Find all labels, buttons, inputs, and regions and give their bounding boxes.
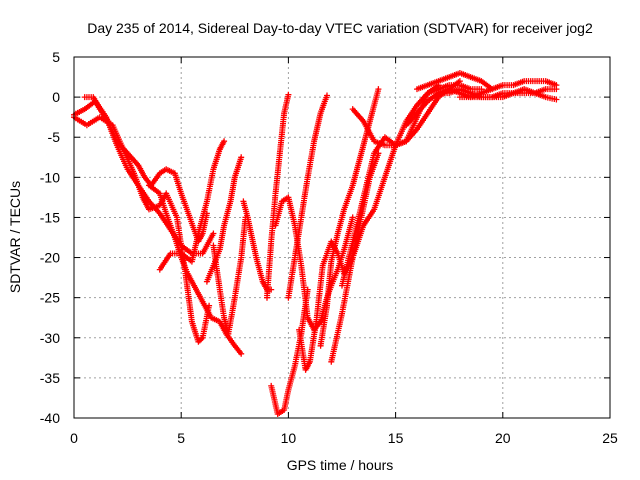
- series-markers: [240, 198, 275, 293]
- series-markers: [210, 214, 249, 337]
- x-tick-label: 25: [602, 430, 618, 446]
- x-tick-labels: 0 5 10 15 20 25: [70, 430, 618, 446]
- series-markers: [456, 86, 560, 101]
- y-tick-label: 0: [52, 89, 60, 105]
- series-arc14: [317, 86, 382, 349]
- x-tick-label: 15: [388, 430, 404, 446]
- series-arc13: [285, 92, 330, 301]
- plot-frame: [73, 56, 611, 419]
- x-tick-label: 10: [281, 430, 297, 446]
- axis-ticks: [73, 56, 611, 419]
- x-tick-label: 5: [177, 430, 185, 446]
- y-tick-label: -10: [40, 169, 60, 185]
- series-arc4: [146, 182, 245, 357]
- y-tick-label: -25: [40, 290, 60, 306]
- y-axis-label: SDTVAR / TECUs: [7, 181, 23, 293]
- series-arc7: [203, 154, 245, 285]
- x-axis-label: GPS time / hours: [287, 457, 394, 473]
- y-tick-label: -30: [40, 330, 60, 346]
- y-tick-labels: 5 0 -5 -10 -15 -20 -25 -30 -35 -40: [40, 49, 60, 426]
- series-markers: [296, 150, 382, 373]
- series-markers: [328, 82, 485, 365]
- series-markers: [203, 154, 245, 285]
- series-arc6: [210, 214, 249, 337]
- series-arc15: [328, 82, 485, 365]
- series-markers: [414, 70, 560, 93]
- series-markers: [146, 182, 245, 357]
- x-tick-label: 0: [70, 430, 78, 446]
- series-arc8: [240, 198, 275, 293]
- series-arc9: [264, 91, 292, 301]
- y-tick-label: -40: [40, 410, 60, 426]
- series-arc5: [156, 138, 228, 273]
- series-markers: [264, 91, 292, 301]
- y-tick-label: -5: [48, 129, 61, 145]
- data-series-group: [71, 70, 560, 417]
- y-tick-label: -15: [40, 209, 60, 225]
- series-arc12: [296, 150, 382, 373]
- y-tick-label: -20: [40, 250, 60, 266]
- x-tick-label: 20: [495, 430, 511, 446]
- y-tick-label: 5: [52, 49, 60, 65]
- series-markers: [285, 92, 330, 301]
- series-arc19: [414, 70, 560, 93]
- y-tick-label: -35: [40, 370, 60, 386]
- grid-lines: [74, 57, 610, 418]
- chart-title: Day 235 of 2014, Sidereal Day-to-day VTE…: [87, 20, 593, 36]
- series-markers: [156, 138, 228, 273]
- series-arc21: [456, 86, 560, 101]
- series-markers: [317, 86, 382, 349]
